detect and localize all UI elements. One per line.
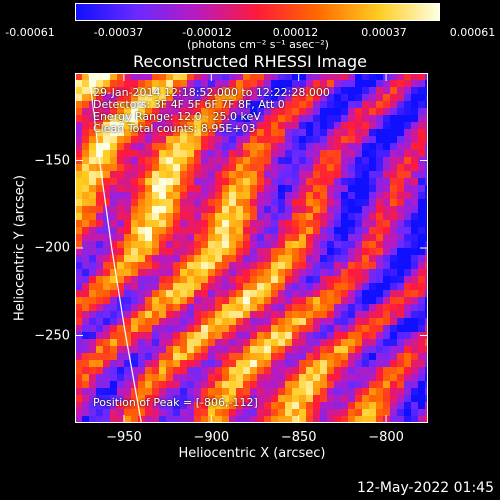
colorbar-unit: (photons cm⁻² s⁻¹ asec⁻²) [187,38,329,51]
colorbar-tick-label: 0.00037 [361,26,407,39]
colorbar-tick-label: -0.00012 [182,26,232,39]
solar-limb-line [88,73,142,423]
detectors-label: Detectors: 3F 4F 5F 6F 7F 8F, Att 0 [93,98,285,111]
clean-counts-label: Clean Total counts: 8.95E+03 [93,122,256,135]
colorbar-tick-label: 0.00012 [272,26,319,39]
colorbar-tick-label: -0.00037 [93,26,144,39]
x-tick-label: −900 [193,430,230,445]
y-tick-label: −200 [34,240,70,256]
chart-title: Reconstructed RHESSI Image [133,52,367,71]
colorbar [75,3,440,21]
timestamp: 12-May-2022 01:45 [356,480,494,496]
plot-area [75,73,428,423]
colorbar-tick-label: 0.00061 [449,26,496,39]
x-tick-label: −800 [368,430,404,445]
y-axis-label: Heliocentric Y (arcsec) [12,175,28,321]
x-tick-label: −950 [106,430,142,445]
y-tick-label: −250 [34,328,70,343]
y-tick-label: −150 [34,153,70,168]
x-tick-label: −850 [280,430,317,445]
energy-range-label: Energy Range: 12.0 - 25.0 keV [93,110,261,123]
heatmap-cells [75,73,428,423]
time-range-label: 29-Jan-2014 12:18:52.000 to 12:22:28.000 [93,86,330,99]
x-axis-label: Heliocentric X (arcsec) [178,446,326,461]
colorbar-tick-label: -0.00061 [5,26,55,39]
peak-position-label: Position of Peak = [-806,-112] [93,396,258,409]
